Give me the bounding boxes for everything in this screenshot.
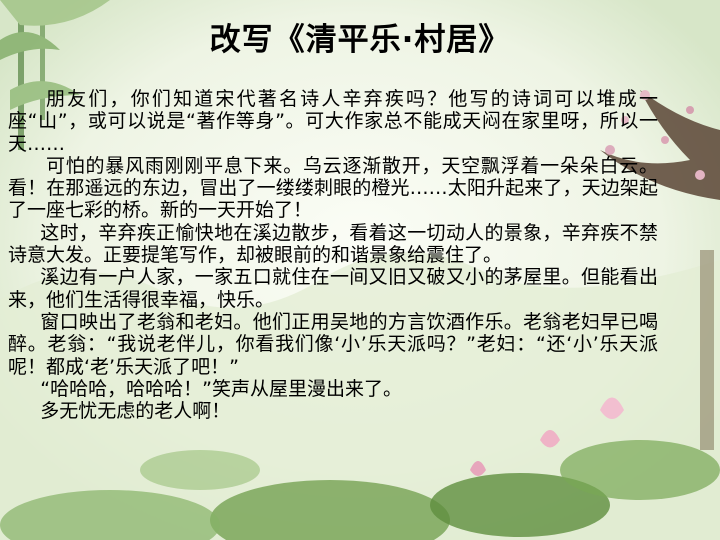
- lotus-leaves-icon: [0, 397, 720, 540]
- slide-title: 改写《清平乐·村居》: [209, 22, 511, 58]
- paragraph-cottage: 溪边有一户人家，一家五口就住在一间又旧又破又小的茅屋里。但能看出来，他们生活得很…: [8, 266, 658, 311]
- paragraph-laughter: “哈哈哈，哈哈哈！”笑声从屋里漫出来了。: [40, 377, 402, 400]
- bamboo-icon: [0, 0, 110, 150]
- plum-tree-icon: [600, 90, 720, 450]
- paragraph-storm: 可怕的暴风雨刚刚平息下来。乌云逐渐散开，天空飘浮着一朵朵白云。看！在那遥远的东边…: [8, 154, 658, 222]
- paragraph-old-couple: 窗口映出了老翁和老妇。他们正用吴地的方言饮酒作乐。老翁老妇早已喝醉。老翁：“我说…: [8, 310, 658, 378]
- story-text: 朋友们，你们知道宋代著名诗人辛弃疾吗？他写的诗词可以堆成一座“山”，或可以说是“…: [8, 88, 658, 422]
- paragraph-intro: 朋友们，你们知道宋代著名诗人辛弃疾吗？他写的诗词可以堆成一座“山”，或可以说是“…: [8, 88, 658, 155]
- paragraph-ending: 多无忧无虑的老人啊！: [40, 400, 231, 423]
- paragraph-stroll: 这时，辛弃疾正愉快地在溪边散步，看着这一切动人的景象，辛弃疾不禁诗意大发。正要提…: [8, 221, 658, 267]
